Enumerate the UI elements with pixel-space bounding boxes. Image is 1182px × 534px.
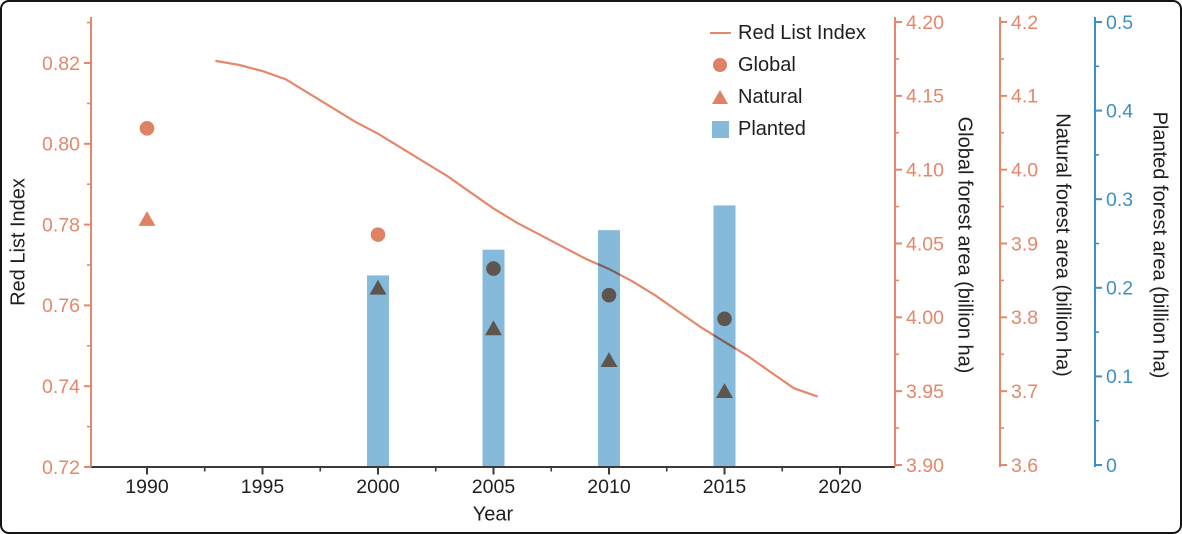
- x-axis: 1990 1995 2000 2005 2010 2015 2020: [91, 466, 895, 498]
- global-tick-label: 3.90: [906, 455, 944, 477]
- global-tick-label: 4.20: [906, 12, 944, 34]
- bar-2010: [598, 230, 620, 467]
- planted-axis: 0 0.1 0.2 0.3 0.4 0.5: [1094, 12, 1133, 477]
- bar-2000: [367, 275, 389, 467]
- rli-tick-label: 0.80: [42, 134, 80, 156]
- natural-point-2005: [485, 320, 502, 336]
- y-axis-title-global-forest-area: Global forest area (billion ha): [953, 116, 976, 374]
- natural-axis: 3.6 3.7 3.8 3.9 4.0 4.1 4.2: [999, 12, 1038, 477]
- global-point-1990: [139, 121, 155, 136]
- natural-point-1990: [138, 211, 156, 226]
- red-list-index-path: [215, 59, 818, 398]
- bar-2015: [713, 205, 736, 468]
- x-tick-label: 1995: [241, 476, 285, 498]
- global-point-2015: [717, 311, 732, 327]
- legend-item-planted: Planted: [707, 113, 866, 145]
- planted-tick-label: 0.2: [1106, 278, 1133, 300]
- legend-item-natural: Natural: [707, 81, 866, 113]
- natural-point-2010: [600, 352, 618, 367]
- natural-tick-label: 4.0: [1011, 159, 1038, 181]
- global-tick-label: 4.05: [906, 233, 944, 255]
- red-list-index-line: [215, 59, 818, 398]
- global-axis: 3.90 3.95 4.00 4.05 4.10 4.15 4.20: [894, 12, 944, 477]
- legend-label: Planted: [738, 117, 806, 140]
- rli-tick-label: 0.82: [42, 53, 80, 75]
- x-tick-label: 2015: [703, 476, 747, 498]
- x-tick-label: 2010: [587, 476, 631, 498]
- planted-tick-label: 0.5: [1106, 12, 1133, 34]
- natural-tick-label: 3.8: [1011, 307, 1038, 329]
- natural-tick-label: 3.9: [1011, 233, 1038, 255]
- rli-tick-label: 0.74: [42, 376, 80, 398]
- global-point-2005: [486, 261, 501, 276]
- y-axis-title-natural-forest-area: Natural forest area (billion ha): [1051, 113, 1074, 377]
- x-tick-label: 2000: [356, 476, 400, 498]
- rli-tick-label: 0.76: [42, 295, 80, 317]
- planted-tick-label: 0.4: [1106, 100, 1133, 122]
- global-tick-label: 3.95: [906, 381, 944, 403]
- natural-tick-label: 3.6: [1011, 455, 1038, 477]
- x-tick-label: 2020: [818, 476, 862, 498]
- rli-tick-label: 0.78: [42, 214, 80, 236]
- natural-scatter: [138, 211, 733, 398]
- natural-point-2015: [716, 383, 733, 398]
- x-tick-label: 1990: [125, 476, 169, 498]
- planted-tick-label: 0: [1106, 455, 1117, 477]
- planted-tick-label: 0.3: [1106, 189, 1133, 211]
- planted-tick-label: 0.1: [1106, 366, 1133, 388]
- global-tick-label: 4.10: [906, 159, 944, 181]
- legend-item-red-list-index: Red List Index: [707, 17, 866, 49]
- legend-label: Global: [738, 53, 796, 76]
- global-tick-label: 4.15: [906, 86, 944, 108]
- rli-axis: 0.72 0.74 0.76 0.78 0.80 0.82: [42, 17, 92, 479]
- circle-marker-icon: [707, 58, 733, 72]
- legend-label: Red List Index: [738, 21, 866, 44]
- rli-tick-label: 0.72: [42, 457, 80, 479]
- planted-bars: [367, 205, 736, 468]
- global-scatter: [139, 121, 732, 327]
- global-tick-label: 4.00: [906, 307, 944, 329]
- natural-tick-label: 3.7: [1011, 381, 1038, 403]
- x-axis-title: Year: [472, 503, 514, 526]
- y-axis-title-planted-forest-area: Planted forest area (billion ha): [1148, 111, 1171, 379]
- x-tick-label: 2005: [472, 476, 516, 498]
- natural-tick-label: 4.2: [1011, 12, 1038, 34]
- line-swatch-icon: [707, 32, 733, 34]
- legend: Red List Index Global Natural Planted: [707, 17, 866, 145]
- legend-label: Natural: [738, 85, 803, 108]
- square-swatch-icon: [707, 120, 733, 138]
- natural-tick-label: 4.1: [1011, 86, 1038, 108]
- legend-item-global: Global: [707, 49, 866, 81]
- global-point-2010: [601, 287, 617, 303]
- y-axis-title-red-list-index: Red List Index: [7, 178, 30, 306]
- triangle-marker-icon: [707, 90, 733, 104]
- natural-point-2000: [369, 279, 387, 295]
- global-point-2000: [370, 227, 386, 242]
- bar-2005: [482, 249, 505, 467]
